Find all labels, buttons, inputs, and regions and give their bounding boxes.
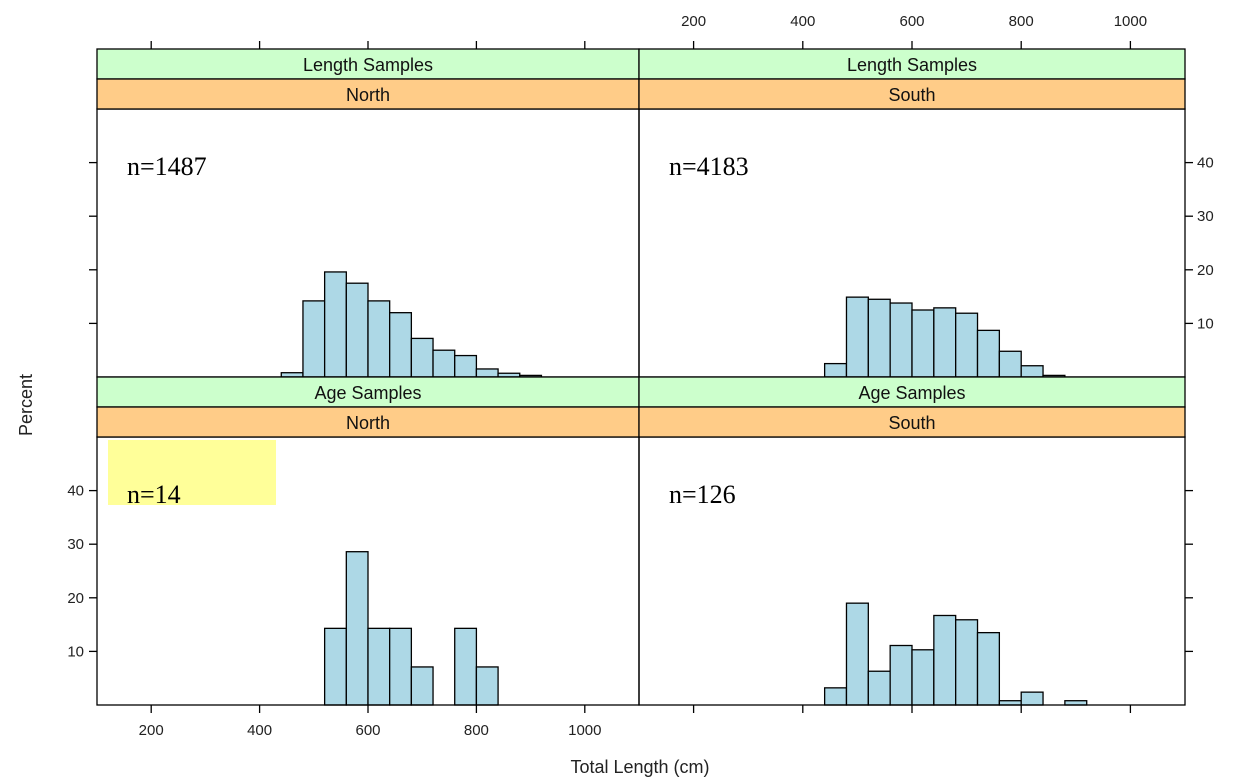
panel-2-strip-inner-label: South [888, 85, 935, 105]
y-tick-label-bottom-10: 10 [67, 643, 84, 660]
panel-1-strip-inner [96, 78, 640, 110]
panel-1-bar-3 [323, 271, 347, 378]
panel-1-strip-outer-label: Length Samples [303, 55, 433, 75]
panel-1-bar-2 [302, 300, 326, 378]
panel-1-strip-outer [96, 48, 640, 80]
x-tick-label-bottom-800: 800 [464, 722, 489, 739]
x-tick-label-bottom-200: 200 [139, 722, 164, 739]
x-tick-label-bottom-1000: 1000 [568, 722, 601, 739]
panel-4-strip-inner-label: South [888, 413, 935, 433]
panel-2-bar-8 [976, 329, 1001, 378]
y-tick-label-top-40: 40 [1197, 155, 1214, 172]
panel-4-bar-6 [933, 614, 957, 706]
y-tick-label-bottom-30: 30 [67, 536, 84, 553]
x-tick-label-top-800: 800 [1009, 13, 1034, 30]
panel-3-strip-outer-label: Age Samples [314, 383, 421, 403]
x-tick-label-bottom-600: 600 [355, 722, 380, 739]
panel-1-strip-inner-label: North [346, 85, 390, 105]
panel-1-bar-7 [410, 337, 434, 378]
y-axis-title: Percent [16, 374, 36, 436]
panel-4-bar-5 [911, 649, 935, 706]
panel-2-bar-3 [867, 298, 891, 378]
y-tick-label-top-30: 30 [1197, 208, 1214, 225]
panel-4-bar-2 [845, 602, 869, 706]
x-tick-label-top-200: 200 [681, 13, 706, 30]
panel-2-strip-inner [638, 78, 1186, 110]
highlight-layer [108, 440, 276, 505]
panel-1-bar-6 [389, 312, 413, 378]
panel-3-bar-7 [475, 666, 499, 706]
y-tick-label-bottom-40: 40 [67, 483, 84, 500]
panel-3-n-label: n=14 [127, 480, 181, 509]
x-tick-label-top-400: 400 [790, 13, 815, 30]
panel-1-bar-8 [432, 349, 456, 378]
panel-3-bar-5 [410, 666, 434, 706]
panel-2-bar-10 [1020, 365, 1044, 378]
x-tick-label-top-600: 600 [899, 13, 924, 30]
panel-2-bar-5 [911, 309, 935, 378]
y-tick-label-top-20: 20 [1197, 262, 1214, 279]
panel-1-bar-10 [475, 368, 499, 378]
panel-2-bar-9 [998, 350, 1022, 378]
panel-1-bar-4 [345, 282, 369, 378]
panel-3-strip-inner [96, 406, 640, 438]
panel-4-bar-1 [823, 687, 848, 706]
panel-2-bar-4 [889, 302, 913, 378]
panel-3-n-highlight [108, 440, 276, 505]
y-tick-label-top-10: 10 [1197, 315, 1214, 332]
panel-3-bar-4 [389, 627, 413, 706]
panel-4-bar-4 [889, 644, 913, 706]
panel-4-strip-outer [638, 376, 1186, 408]
panel-1-bar-5 [367, 300, 391, 378]
panel-4-n-label: n=126 [669, 480, 736, 509]
y-tick-label-bottom-20: 20 [67, 590, 84, 607]
panel-1-bar-9 [454, 354, 478, 378]
panel-2-bar-1 [823, 362, 848, 378]
panel-3-bar-3 [367, 627, 391, 706]
panel-2-bar-7 [955, 312, 979, 378]
panel-4-bar-8 [976, 631, 1001, 706]
panel-3-bar-2 [345, 551, 369, 706]
panel-4-bar-3 [867, 670, 891, 706]
bars-layer [280, 271, 1088, 706]
x-axis-title: Total Length (cm) [570, 757, 709, 777]
labels-layer: Length Samples North n=1487 Length Samples S… [67, 13, 1213, 739]
panel-4-strip-outer-label: Age Samples [858, 383, 965, 403]
ticks-layer [89, 41, 1193, 713]
strips-layer [96, 48, 1186, 438]
panel-2-n-label: n=4183 [669, 152, 749, 181]
panel-4-bar-10 [1020, 691, 1044, 706]
x-tick-label-top-1000: 1000 [1114, 13, 1147, 30]
panel-2-strip-outer-label: Length Samples [847, 55, 977, 75]
x-tick-label-bottom-400: 400 [247, 722, 272, 739]
panel-2-bar-2 [845, 296, 869, 378]
panel-2-strip-outer [638, 48, 1186, 80]
panel-3-bar-6 [454, 627, 478, 706]
panel-3-bar-1 [323, 627, 347, 706]
panel-3-strip-inner-label: North [346, 413, 390, 433]
panel-1-n-label: n=1487 [127, 152, 207, 181]
panel-2-bar-6 [933, 307, 957, 378]
panel-4-bar-7 [955, 619, 979, 706]
panel-4-strip-inner [638, 406, 1186, 438]
